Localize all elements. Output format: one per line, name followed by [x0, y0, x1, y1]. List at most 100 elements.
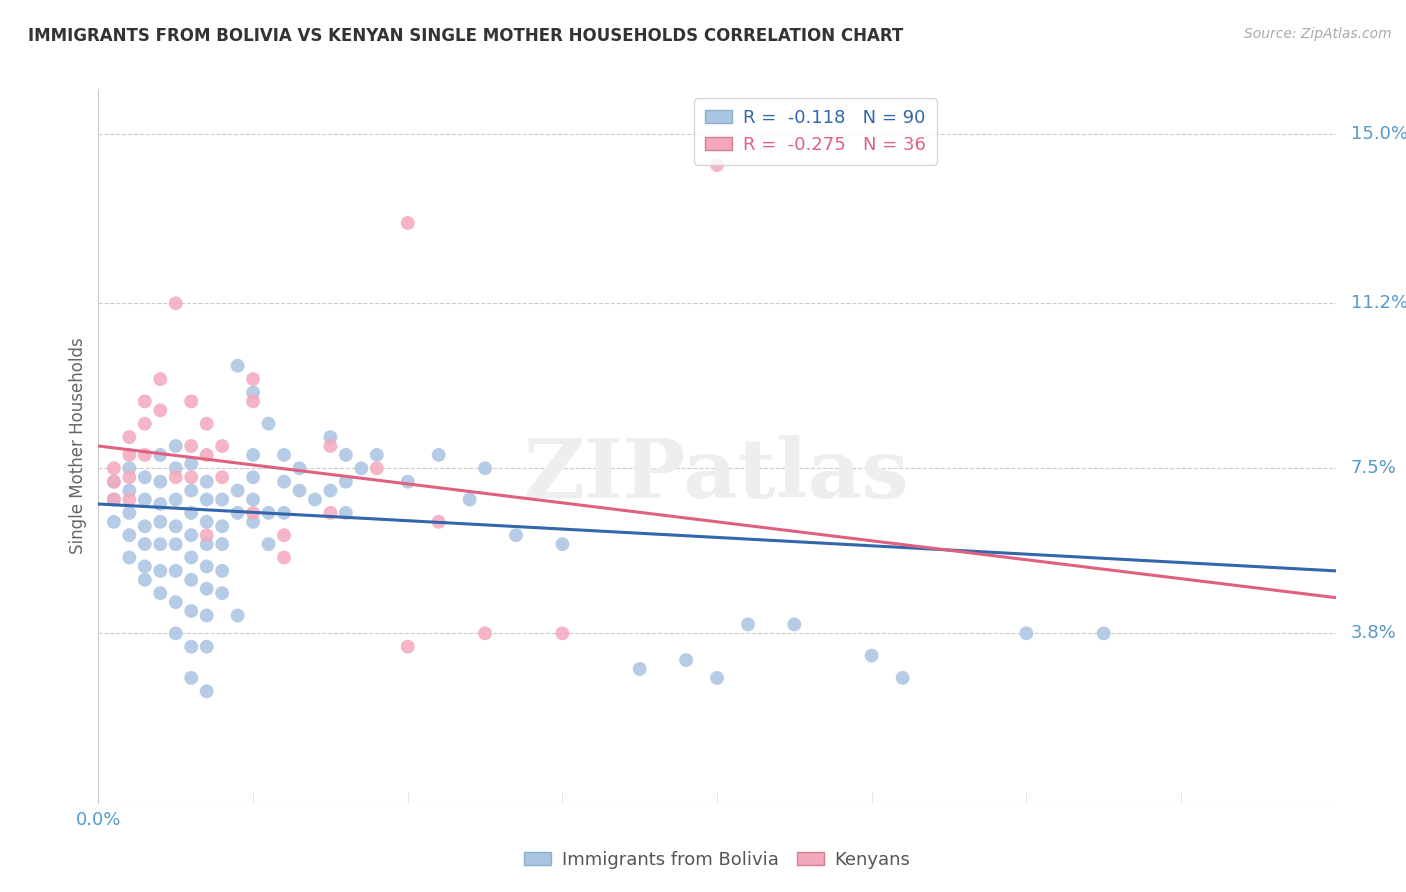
Point — [134, 519, 156, 533]
Point — [211, 564, 233, 578]
Point — [134, 448, 156, 462]
Point — [242, 470, 264, 484]
Point — [118, 470, 141, 484]
Point — [149, 448, 172, 462]
Point — [165, 595, 187, 609]
Point — [273, 448, 295, 462]
Point — [427, 448, 450, 462]
Point — [149, 564, 172, 578]
Point — [134, 492, 156, 507]
Point — [165, 519, 187, 533]
Point — [257, 537, 280, 551]
Point — [195, 475, 218, 489]
Point — [195, 492, 218, 507]
Point — [118, 483, 141, 498]
Text: 7.5%: 7.5% — [1351, 459, 1396, 477]
Point — [242, 394, 264, 409]
Point — [134, 537, 156, 551]
Point — [288, 483, 311, 498]
Point — [474, 626, 496, 640]
Text: ZIPatlas: ZIPatlas — [524, 434, 910, 515]
Point — [396, 640, 419, 654]
Point — [195, 640, 218, 654]
Point — [165, 461, 187, 475]
Y-axis label: Single Mother Households: Single Mother Households — [69, 338, 87, 554]
Point — [103, 492, 125, 507]
Point — [165, 470, 187, 484]
Point — [427, 515, 450, 529]
Point — [149, 403, 172, 417]
Point — [860, 648, 883, 663]
Point — [257, 417, 280, 431]
Point — [242, 385, 264, 400]
Point — [149, 497, 172, 511]
Point — [165, 537, 187, 551]
Point — [180, 528, 202, 542]
Point — [211, 492, 233, 507]
Point — [195, 448, 218, 462]
Legend: Immigrants from Bolivia, Kenyans: Immigrants from Bolivia, Kenyans — [516, 844, 918, 876]
Text: 3.8%: 3.8% — [1351, 624, 1396, 642]
Point — [706, 158, 728, 172]
Point — [366, 461, 388, 475]
Point — [180, 671, 202, 685]
Point — [134, 470, 156, 484]
Point — [628, 662, 651, 676]
Point — [396, 475, 419, 489]
Point — [242, 492, 264, 507]
Point — [335, 506, 357, 520]
Point — [551, 626, 574, 640]
Point — [103, 515, 125, 529]
Point — [134, 394, 156, 409]
Point — [149, 515, 172, 529]
Point — [118, 461, 141, 475]
Point — [180, 439, 202, 453]
Point — [396, 216, 419, 230]
Point — [211, 586, 233, 600]
Point — [180, 604, 202, 618]
Point — [180, 483, 202, 498]
Point — [118, 492, 141, 507]
Point — [366, 448, 388, 462]
Point — [195, 515, 218, 529]
Point — [195, 582, 218, 596]
Point — [226, 608, 249, 623]
Point — [103, 461, 125, 475]
Point — [226, 483, 249, 498]
Point — [319, 483, 342, 498]
Point — [180, 506, 202, 520]
Point — [134, 573, 156, 587]
Point — [1092, 626, 1115, 640]
Point — [195, 537, 218, 551]
Point — [149, 475, 172, 489]
Point — [165, 626, 187, 640]
Point — [134, 559, 156, 574]
Point — [149, 586, 172, 600]
Point — [737, 617, 759, 632]
Point — [118, 550, 141, 565]
Point — [273, 528, 295, 542]
Point — [242, 372, 264, 386]
Point — [211, 439, 233, 453]
Point — [103, 492, 125, 507]
Point — [165, 439, 187, 453]
Point — [273, 506, 295, 520]
Point — [103, 475, 125, 489]
Point — [118, 528, 141, 542]
Point — [242, 515, 264, 529]
Point — [319, 430, 342, 444]
Point — [319, 439, 342, 453]
Point — [149, 372, 172, 386]
Point — [165, 492, 187, 507]
Point — [195, 684, 218, 698]
Point — [304, 492, 326, 507]
Point — [319, 506, 342, 520]
Point — [195, 559, 218, 574]
Point — [242, 506, 264, 520]
Point — [103, 475, 125, 489]
Text: 0.0%: 0.0% — [76, 812, 121, 830]
Text: 11.2%: 11.2% — [1351, 294, 1406, 312]
Point — [335, 475, 357, 489]
Point — [118, 430, 141, 444]
Point — [149, 537, 172, 551]
